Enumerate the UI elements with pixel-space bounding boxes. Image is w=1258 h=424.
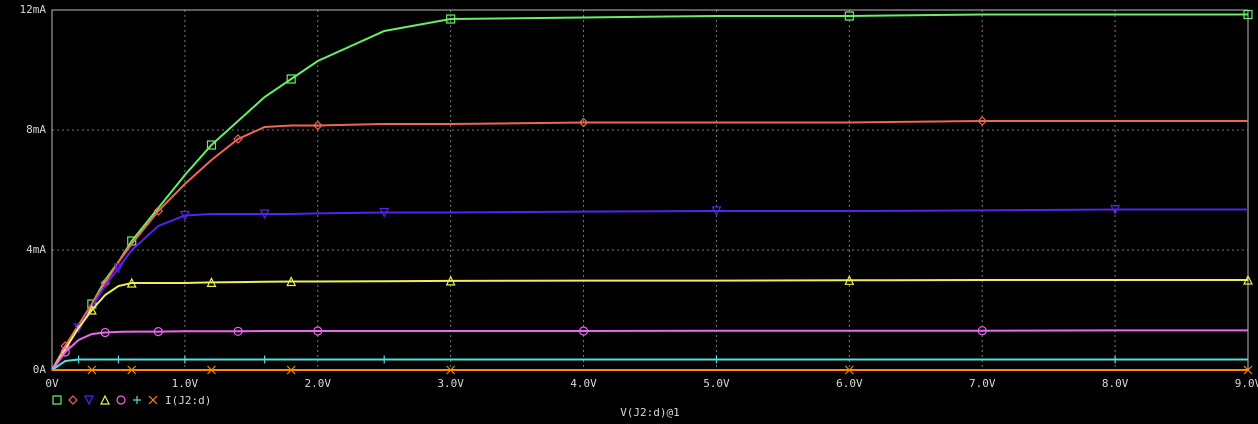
series: [51, 326, 1248, 371]
marker: [153, 327, 163, 337]
marker: [259, 209, 270, 220]
x-tick-label: 8.0V: [1102, 377, 1129, 390]
series: [51, 274, 1253, 371]
marker: [179, 210, 190, 221]
marker: [113, 263, 124, 274]
marker: [100, 327, 110, 338]
marker: [844, 11, 854, 21]
marker: [1243, 365, 1253, 375]
line: [51, 13, 1248, 371]
marker: [313, 326, 323, 336]
x-tick-label: 4.0V: [570, 377, 597, 390]
marker: [74, 355, 83, 364]
marker: [153, 206, 164, 216]
marker: [126, 277, 137, 288]
marker: [844, 365, 854, 375]
marker: [578, 326, 589, 336]
x-axis-label: V(J2:d)@1: [620, 406, 680, 419]
marker: [286, 365, 296, 375]
marker: [312, 120, 323, 131]
marker: [445, 275, 456, 286]
legend-marker: [84, 395, 94, 406]
marker: [87, 365, 97, 375]
series: [51, 355, 1248, 371]
x-tick-label: 6.0V: [836, 377, 863, 390]
y-tick-label: 12mA: [20, 3, 47, 16]
marker: [127, 236, 137, 246]
legend-marker: [133, 396, 141, 404]
legend-marker: [100, 394, 110, 405]
line: [51, 279, 1248, 371]
y-tick-label: 4mA: [26, 243, 46, 256]
plot-frame: [51, 9, 1249, 371]
series: [51, 204, 1248, 371]
marker: [380, 355, 389, 364]
legend-marker: [52, 395, 62, 405]
marker: [207, 365, 216, 375]
marker: [446, 14, 456, 24]
marker: [712, 355, 721, 364]
marker: [60, 347, 70, 357]
x-tick-label: 5.0V: [703, 377, 730, 390]
y-tick-label: 8mA: [26, 123, 46, 136]
x-tick-label: 2.0V: [305, 377, 332, 390]
x-tick-label: 0V: [45, 377, 59, 390]
marker: [578, 117, 589, 128]
marker: [446, 365, 456, 375]
marker: [286, 276, 297, 287]
marker: [114, 355, 123, 364]
marker: [1243, 9, 1253, 20]
marker: [260, 355, 269, 364]
line: [51, 358, 1248, 371]
x-tick-label: 9.0V: [1235, 377, 1258, 390]
marker: [87, 299, 97, 309]
series: [51, 9, 1253, 371]
marker: [233, 326, 243, 336]
legend-marker: [148, 395, 158, 405]
series: [52, 365, 1253, 375]
line: [51, 329, 1248, 371]
marker: [73, 323, 84, 334]
marker: [977, 326, 987, 336]
legend-marker: [68, 395, 78, 405]
marker: [206, 140, 217, 150]
marker: [977, 116, 988, 126]
x-tick-label: 1.0V: [172, 377, 199, 390]
legend-marker: [116, 395, 126, 405]
marker: [180, 355, 189, 364]
series: [51, 116, 1248, 371]
line: [51, 208, 1248, 371]
marker: [1111, 355, 1120, 364]
marker: [206, 277, 217, 287]
x-tick-label: 7.0V: [969, 377, 996, 390]
line: [51, 120, 1248, 371]
marker: [844, 274, 855, 285]
marker: [1110, 204, 1121, 215]
x-tick-label: 3.0V: [437, 377, 464, 390]
legend-label: I(J2:d): [165, 394, 211, 407]
y-tick-label: 0A: [33, 363, 47, 376]
marker: [1243, 274, 1253, 285]
marker: [286, 74, 296, 84]
marker: [127, 365, 137, 375]
marker: [379, 207, 390, 218]
marker: [711, 206, 722, 217]
marker: [86, 304, 97, 315]
marker: [233, 134, 243, 144]
